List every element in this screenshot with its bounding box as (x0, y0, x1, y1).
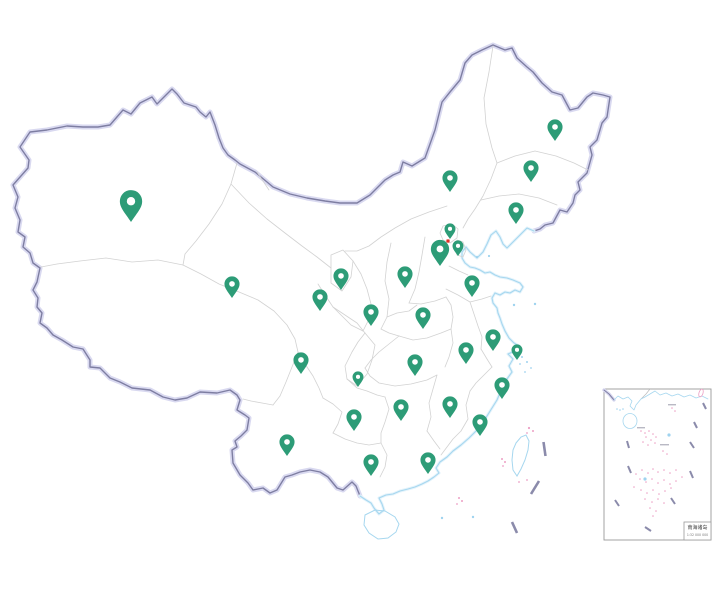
inset-hainan (622, 413, 638, 429)
map-pin-fujian[interactable] (472, 414, 488, 436)
pin-hole (420, 312, 426, 318)
nine-dash-line (510, 441, 547, 534)
pin-hole (126, 197, 136, 206)
map-pin-shandong[interactable] (464, 275, 480, 297)
inset-tiny-labels (637, 404, 676, 446)
map-pin-beijing[interactable] (444, 223, 456, 239)
province-borders (40, 45, 589, 478)
map-pin-heilongjiang[interactable] (547, 119, 563, 141)
national-border (10, 42, 613, 499)
map-pin-jiangxi[interactable] (442, 396, 458, 418)
map-pin-shaanxi[interactable] (363, 304, 379, 326)
pin-hole (514, 347, 520, 352)
pin-hole (298, 357, 304, 363)
map-pin-sichuan[interactable] (293, 352, 309, 374)
map-pin-shanghai[interactable] (511, 344, 523, 360)
map-pin-henan[interactable] (415, 307, 431, 329)
pin-hole (355, 374, 361, 379)
pin-hole (368, 459, 374, 465)
pin-hole (477, 419, 483, 425)
pin-hole (513, 207, 519, 213)
inset-nine-dash-line (614, 402, 707, 532)
pin-hole (317, 294, 323, 300)
map-pin-guangdong[interactable] (420, 452, 436, 474)
pin-hole (552, 124, 558, 130)
pin-hole (351, 414, 357, 420)
inset-taiwan (698, 388, 704, 398)
pin-hole (469, 280, 475, 286)
pin-hole (447, 175, 453, 181)
pin-hole (368, 309, 374, 315)
pin-hole (463, 347, 469, 353)
pin-hole (528, 165, 534, 171)
offshore-islets (440, 254, 537, 520)
pin-hole (402, 271, 408, 277)
map-pin-jilin[interactable] (523, 160, 539, 182)
pin-hole (338, 273, 344, 279)
pin-hole (447, 226, 453, 231)
map-pin-liaoning[interactable] (508, 202, 524, 224)
pin-layer (119, 119, 563, 476)
map-pin-hebei[interactable] (430, 239, 450, 266)
hainan-island (363, 509, 400, 540)
pin-hole (284, 439, 290, 445)
map-pin-tianjin[interactable] (452, 240, 464, 256)
pin-hole (455, 243, 461, 248)
map-pin-yunnan[interactable] (279, 434, 295, 456)
inset-scale: 1:32 000 000 (687, 533, 708, 537)
pin-hole (436, 245, 444, 253)
inset-frame (603, 388, 712, 541)
inset-label-box: 南海诸岛 1:32 000 000 (683, 521, 712, 541)
map-pin-chongqing[interactable] (352, 371, 364, 387)
pin-hole (229, 281, 235, 287)
map-pin-ningxia[interactable] (333, 268, 349, 290)
pin-hole (490, 334, 496, 340)
map-pin-qinghai-gansu[interactable] (312, 289, 328, 311)
map-pin-tibet[interactable] (224, 276, 240, 298)
map-pin-guizhou[interactable] (346, 409, 362, 431)
inset-map: 南海诸岛 1:32 000 000 (602, 388, 712, 541)
map-pin-anhui[interactable] (458, 342, 474, 364)
pin-hole (425, 457, 431, 463)
map-pin-inner-mongolia[interactable] (442, 170, 458, 192)
map-pin-hunan[interactable] (393, 399, 409, 421)
capital-marker (446, 239, 450, 243)
pin-hole (412, 359, 418, 365)
map-pin-shanxi[interactable] (397, 266, 413, 288)
pin-hole (447, 401, 453, 407)
taiwan-island (511, 434, 530, 477)
map-pin-zhejiang[interactable] (494, 377, 510, 399)
map-pin-guangxi[interactable] (363, 454, 379, 476)
map-pin-hubei[interactable] (407, 354, 423, 376)
map-pin-xinjiang[interactable] (119, 190, 143, 222)
map-pin-jiangsu[interactable] (485, 329, 501, 351)
pin-hole (499, 382, 505, 388)
inset-title: 南海诸岛 (687, 524, 707, 531)
pin-hole (398, 404, 404, 410)
